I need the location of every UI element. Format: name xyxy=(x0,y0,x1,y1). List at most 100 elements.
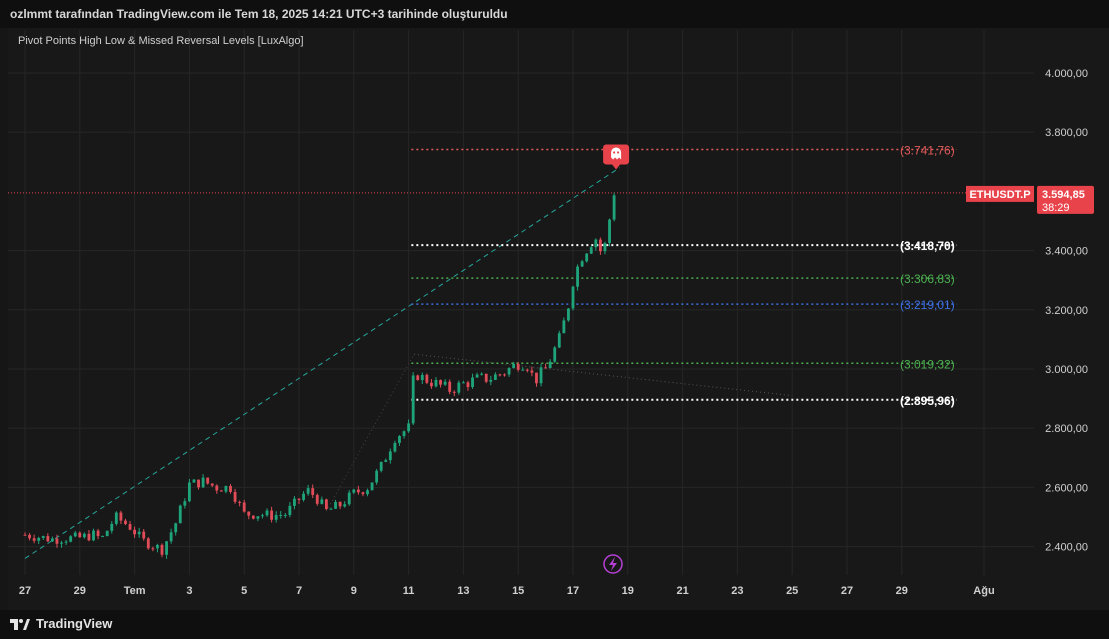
candle-body xyxy=(197,479,200,488)
candle-body xyxy=(603,243,607,252)
candle-body xyxy=(439,379,442,385)
candle-body xyxy=(393,442,397,452)
candle-body xyxy=(119,512,123,521)
missed-reversal-line xyxy=(414,353,793,397)
candle-body xyxy=(498,374,502,376)
symbol-badge-bg xyxy=(966,185,1034,202)
candle-body xyxy=(553,347,557,362)
candle-body xyxy=(612,195,616,220)
pivot-level-label: (3.219,01) xyxy=(900,298,955,312)
candle-body xyxy=(425,374,429,383)
candle-body xyxy=(165,541,168,555)
candle-body xyxy=(151,548,155,550)
time-tick-label: 9 xyxy=(351,585,357,597)
candle-body xyxy=(87,533,91,541)
candle-body xyxy=(356,489,360,493)
tradingview-logo[interactable]: TradingView xyxy=(10,616,112,631)
price-tick-label: 3.200,00 xyxy=(1045,305,1088,317)
candle-body xyxy=(156,544,159,549)
pivot-level-label: (3.019,32) xyxy=(900,357,955,371)
candle-body xyxy=(55,538,59,544)
time-tick-label: 27 xyxy=(841,585,853,597)
ghost-eye xyxy=(613,151,616,154)
candle-body xyxy=(306,488,310,494)
candle-body xyxy=(178,505,182,524)
candle-body xyxy=(443,381,447,385)
candle-body xyxy=(73,532,77,537)
ghost-icon xyxy=(603,144,630,170)
candle-body xyxy=(46,536,50,542)
candle-body xyxy=(288,505,292,515)
price-tick-label: 4.000,00 xyxy=(1045,68,1088,80)
candle-body xyxy=(169,532,173,542)
candles xyxy=(23,192,616,559)
last-price-value: 3.594,85 xyxy=(1042,189,1085,201)
candle-body xyxy=(466,382,470,388)
candle-body xyxy=(133,529,137,535)
time-tick-label: 17 xyxy=(567,585,579,597)
candle-body xyxy=(361,492,365,495)
candle-body xyxy=(283,514,287,516)
candle-body xyxy=(512,363,516,369)
time-tick-label: 7 xyxy=(296,585,302,597)
price-tick-label: 2.600,00 xyxy=(1045,482,1088,494)
candle-body xyxy=(530,370,534,373)
candle-body xyxy=(206,477,210,484)
time-tick-label: 5 xyxy=(241,585,247,597)
price-tick-label: 3.400,00 xyxy=(1045,246,1088,258)
pivot-level-label: (2.895,96) xyxy=(900,394,955,408)
indicator-title[interactable]: Pivot Points High Low & Missed Reversal … xyxy=(18,35,304,47)
candle-body xyxy=(238,501,242,503)
candle-body xyxy=(416,375,420,381)
candle-body xyxy=(128,524,132,530)
candle-body xyxy=(576,266,579,287)
candle-body xyxy=(64,541,68,543)
candle-body xyxy=(37,537,41,541)
candle-body xyxy=(251,515,255,519)
candle-body xyxy=(420,374,424,381)
candle-body xyxy=(379,461,383,471)
candle-body xyxy=(493,374,497,380)
candle-body xyxy=(375,470,379,483)
candle-body xyxy=(247,511,251,516)
candle-body xyxy=(242,502,246,512)
candle-body xyxy=(334,501,337,509)
candle-body xyxy=(411,375,415,424)
candle-body xyxy=(78,532,82,538)
candle-body xyxy=(475,374,479,378)
time-tick-label: 19 xyxy=(622,585,634,597)
attribution-text: ozlmmt tarafından TradingView.com ile Te… xyxy=(10,7,508,21)
candle-body xyxy=(261,515,264,517)
candle-body xyxy=(343,504,347,507)
tradingview-logo-icon xyxy=(10,618,30,630)
ghost-eye xyxy=(617,151,620,154)
candle-body xyxy=(608,219,611,244)
candle-body xyxy=(137,531,141,535)
candle-body xyxy=(274,515,278,520)
attribution-bar: ozlmmt tarafından TradingView.com ile Te… xyxy=(0,0,1109,28)
candle-body xyxy=(224,485,228,492)
candle-body xyxy=(114,512,118,524)
candle-body xyxy=(105,530,109,537)
candle-body xyxy=(507,368,511,375)
time-tick-label: 29 xyxy=(74,585,86,597)
candle-body xyxy=(594,239,598,248)
marker-pointer xyxy=(612,164,621,170)
candle-body xyxy=(585,253,589,262)
candle-body xyxy=(92,530,95,541)
candle-body xyxy=(41,536,45,538)
time-tick-label: 15 xyxy=(512,585,524,597)
pivot-levels: (3.741,76) (3.418,70) (3.306,83) (3.219,01)… xyxy=(8,143,1034,408)
candle-body xyxy=(174,523,178,533)
candle-body xyxy=(329,508,333,510)
candle-body xyxy=(302,493,305,500)
chart-panel[interactable] xyxy=(8,28,1109,610)
candle-body xyxy=(82,533,86,538)
candle-body xyxy=(192,479,196,483)
candle-body xyxy=(480,373,484,375)
candle-body xyxy=(315,494,319,504)
price-tick-label: 2.400,00 xyxy=(1045,542,1088,554)
candle-body xyxy=(598,239,602,252)
price-tick-label: 2.800,00 xyxy=(1045,423,1088,435)
